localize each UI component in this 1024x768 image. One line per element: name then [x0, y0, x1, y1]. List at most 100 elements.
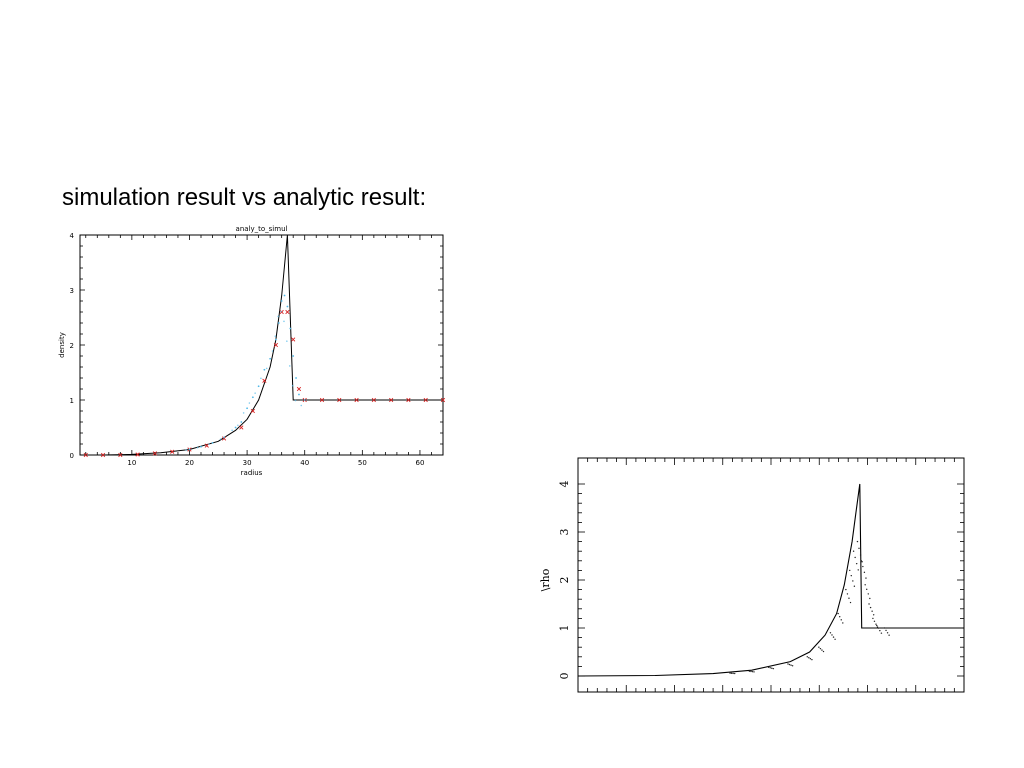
simulation-dot-point — [853, 585, 856, 587]
simulation-dot-point — [200, 445, 202, 448]
simulation-dot-point — [277, 322, 280, 324]
simulation-dot-point — [242, 412, 245, 414]
simulation-cross-point — [204, 443, 209, 448]
simulation-dot-point — [832, 636, 835, 638]
simulation-dot-point — [871, 610, 873, 612]
simulation-dot-point — [753, 671, 755, 673]
simulation-dot-point — [876, 624, 878, 627]
simulation-dot-point — [257, 385, 260, 388]
simulation-dot-point — [211, 442, 214, 444]
simulation-dot-point — [251, 396, 254, 399]
simulation-cross-point — [262, 378, 267, 383]
x-tick-label: 50 — [358, 459, 367, 467]
simulation-dot-point — [848, 597, 850, 599]
simulation-dot-point — [869, 606, 872, 609]
simulation-dot-point — [188, 448, 191, 451]
simulation-cross-point — [250, 408, 255, 414]
simulation-dot-point — [849, 569, 851, 572]
simulation-dot-point — [850, 574, 852, 577]
simulation-dot-point — [223, 436, 225, 439]
simulation-dot-point — [860, 560, 863, 562]
simulation-dot-point — [840, 619, 842, 621]
simulation-dot-point — [854, 556, 856, 559]
simulation-dot-point — [867, 593, 869, 595]
simulation-dot-point — [863, 571, 866, 574]
simulation-dot-point — [769, 667, 771, 669]
simulation-dot-point — [274, 335, 277, 338]
simulation-cross-point — [118, 452, 123, 458]
simulation-cross-point — [285, 309, 290, 315]
simulation-cross-point — [319, 397, 325, 403]
simulation-dot-point — [865, 577, 867, 579]
simulation-dot-point — [822, 650, 825, 653]
simulation-dot-point — [845, 588, 847, 591]
simulation-dot-point — [750, 670, 752, 673]
simulation-dot-point — [208, 443, 210, 445]
simulation-dot-point — [288, 365, 291, 367]
simulation-dot-point — [269, 357, 272, 360]
simulation-dot-point — [196, 446, 199, 449]
y-axis-label: density — [58, 332, 66, 358]
simulation-dot-point — [842, 622, 844, 624]
simulation-dot-point — [866, 588, 868, 591]
simulation-dot-point — [856, 540, 859, 543]
simulation-dot-point — [806, 656, 808, 658]
simulation-dot-point — [730, 672, 733, 674]
y-axis-label: \rho — [539, 568, 552, 591]
simulation-dot-point — [283, 294, 286, 297]
simulation-dot-point — [292, 355, 295, 357]
simulation-dot-point — [872, 617, 874, 620]
simulation-dot-point — [829, 632, 832, 634]
simulation-dot-point — [852, 580, 854, 582]
analytic-curve — [577, 483, 964, 677]
simulation-dot-point — [873, 620, 876, 622]
simulation-cross-point — [423, 397, 428, 403]
simulation-dot-point — [855, 562, 858, 565]
simulation-dot-point — [248, 402, 251, 404]
simulation-dot-point — [868, 603, 870, 605]
simulation-cross-point — [371, 397, 376, 403]
simulation-cross-point — [291, 337, 296, 342]
simulation-dot-point — [771, 667, 773, 669]
simulation-dot-point — [876, 626, 879, 628]
simulation-dot-point — [788, 663, 791, 666]
simulation-dot-point — [185, 449, 187, 451]
simulation-dot-point — [821, 649, 823, 651]
simulation-dot-point — [277, 315, 280, 318]
simulation-dot-point — [294, 399, 297, 402]
simulation-dot-point — [818, 646, 820, 648]
simulation-dot-point — [859, 554, 862, 556]
simulation-dot-point — [888, 634, 890, 636]
simulation-cross-point — [152, 451, 158, 456]
simulation-dot-point — [819, 647, 822, 650]
simulation-dot-point — [787, 663, 789, 665]
simulation-dot-point — [283, 320, 285, 323]
simulation-dot-point — [886, 632, 889, 634]
simulation-dot-point — [837, 612, 839, 615]
simulation-dot-point — [263, 368, 266, 371]
simulation-cross-point — [100, 452, 106, 458]
simulation-dot-point — [286, 340, 288, 342]
simulation-dot-point — [834, 638, 836, 640]
simulation-dot-point — [734, 672, 736, 675]
simulation-dot-point — [872, 614, 875, 616]
simulation-cross-point — [273, 342, 279, 348]
x-axis-label: radius — [241, 469, 263, 477]
simulation-dot-point — [767, 666, 770, 669]
simulation-cross-point — [135, 452, 140, 457]
simulation-dot-point — [275, 338, 277, 341]
simulation-dot-point — [295, 377, 297, 379]
x-tick-label: 40 — [300, 459, 309, 467]
y-tick-label: 0 — [70, 452, 74, 460]
simulation-dot-point — [877, 627, 880, 629]
simulation-dot-point — [254, 392, 256, 394]
simulation-dot-point — [849, 601, 852, 604]
simulation-dot-point — [885, 629, 887, 632]
simulation-dot-point — [280, 310, 282, 313]
simulation-dot-point — [883, 627, 886, 629]
simulation-dot-point — [265, 367, 268, 370]
y-tick-label: 0 — [558, 673, 571, 680]
simulation-dot-point — [852, 550, 855, 552]
simulation-dot-point — [862, 565, 864, 568]
